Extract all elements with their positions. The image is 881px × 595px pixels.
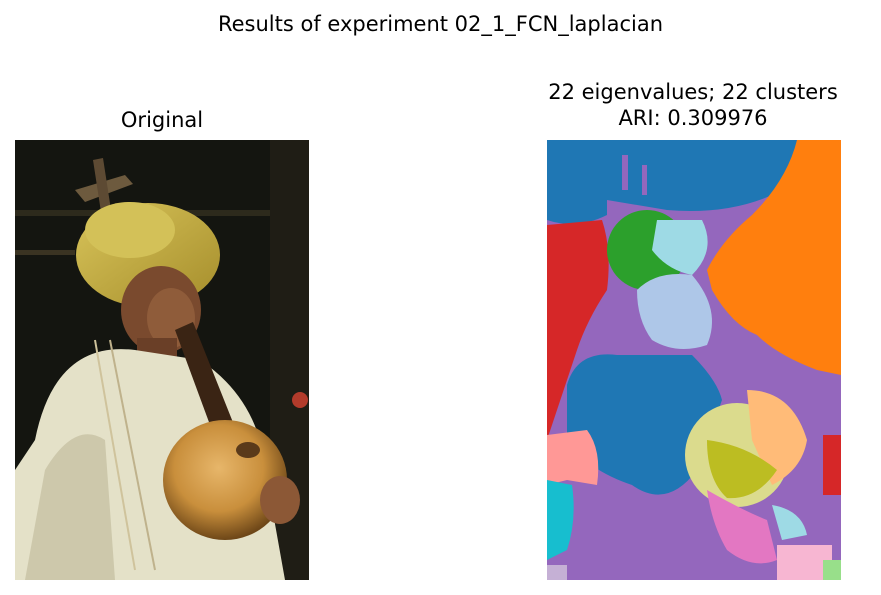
original-image xyxy=(15,140,309,580)
cluster-title-line1: 22 eigenvalues; 22 clusters xyxy=(548,80,838,104)
figure-title: Results of experiment 02_1_FCN_laplacian xyxy=(217,12,664,36)
cluster-image xyxy=(547,140,841,580)
cluster-title-line2: ARI: 0.309976 xyxy=(618,106,768,130)
cluster-panel-title: 22 eigenvalues; 22 clusters ARI: 0.30997… xyxy=(493,79,881,131)
original-panel-title: Original xyxy=(120,108,204,132)
